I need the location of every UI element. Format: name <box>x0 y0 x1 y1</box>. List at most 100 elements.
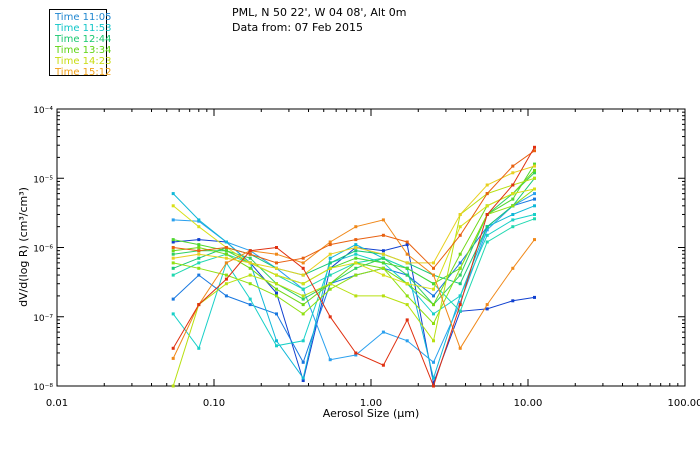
data-point <box>171 261 175 265</box>
data-point <box>432 339 435 343</box>
data-point <box>275 312 278 316</box>
y-tick-label: 10⁻⁶ <box>33 245 53 255</box>
data-point <box>301 303 305 307</box>
data-point <box>405 282 409 286</box>
data-point <box>197 238 201 242</box>
legend: Time 11:05 Time 11:53 Time 12:44 Time 13… <box>49 9 111 78</box>
data-point <box>511 192 515 196</box>
data-point <box>328 315 332 319</box>
series-line-17 <box>172 147 535 388</box>
data-point <box>533 171 536 175</box>
data-point <box>511 299 515 303</box>
data-point <box>171 246 175 249</box>
data-point <box>511 164 515 168</box>
date-header: Data from: 07 Feb 2015 <box>232 21 364 34</box>
data-point <box>511 218 515 222</box>
data-point <box>197 225 201 229</box>
data-point <box>405 294 409 298</box>
data-point <box>301 256 305 260</box>
data-point <box>275 273 278 277</box>
data-point <box>381 233 385 237</box>
data-point <box>328 256 332 260</box>
data-point <box>458 233 462 237</box>
data-point <box>458 309 462 313</box>
x-tick-label: 0.10 <box>203 398 225 409</box>
data-point <box>248 303 252 307</box>
x-axis-label: Aerosol Size (μm) <box>323 407 420 420</box>
data-point <box>248 261 252 265</box>
data-point <box>224 261 228 265</box>
data-point <box>533 162 536 166</box>
series-layer <box>171 145 536 388</box>
data-point <box>405 318 409 322</box>
data-point <box>354 246 358 249</box>
y-axis-label: dV/d(log R) (cm³/cm³) <box>17 187 30 307</box>
data-point <box>171 204 175 208</box>
data-point <box>381 330 385 334</box>
data-point <box>533 192 536 196</box>
data-point <box>354 261 358 265</box>
data-point <box>275 339 278 343</box>
data-point <box>171 249 175 253</box>
data-point <box>197 252 201 256</box>
y-tick-label: 10⁻⁴ <box>33 106 53 116</box>
data-point <box>381 363 385 367</box>
data-point <box>511 183 515 187</box>
data-point <box>301 282 305 286</box>
data-point <box>197 346 201 350</box>
x-tick-label: 100.00 <box>668 398 700 409</box>
data-point <box>301 379 305 382</box>
data-point <box>458 273 462 277</box>
data-point <box>533 149 536 153</box>
data-point <box>354 294 358 298</box>
data-point <box>354 238 358 242</box>
data-point <box>354 351 358 355</box>
data-point <box>301 266 305 270</box>
data-point <box>248 282 252 286</box>
data-point <box>354 353 358 357</box>
data-point <box>432 381 435 385</box>
data-point <box>485 213 489 216</box>
data-point <box>432 376 435 380</box>
x-tick-label: 10.00 <box>514 398 543 409</box>
data-point <box>248 256 252 260</box>
data-point <box>171 218 175 222</box>
data-point <box>381 273 385 277</box>
data-point <box>485 307 489 311</box>
data-point <box>405 243 409 247</box>
data-point <box>533 176 536 180</box>
data-point <box>328 252 332 256</box>
data-point <box>328 240 332 244</box>
data-point <box>248 297 252 301</box>
x-tick-label: 0.01 <box>46 398 68 409</box>
data-point <box>381 294 385 298</box>
data-point <box>405 252 409 256</box>
data-point <box>197 273 201 277</box>
data-point <box>224 282 228 286</box>
data-point <box>432 312 435 316</box>
data-point <box>301 297 305 301</box>
data-point <box>405 273 409 277</box>
data-point <box>197 243 201 247</box>
data-point <box>458 213 462 216</box>
data-point <box>458 303 462 307</box>
location-header: PML, N 50 22', W 04 08', Alt 0m <box>232 6 407 19</box>
legend-item-1244: Time 12:44 <box>55 34 112 45</box>
data-point <box>328 243 332 247</box>
data-point <box>458 294 462 298</box>
series-line-1 <box>173 239 535 385</box>
data-point <box>248 273 252 277</box>
data-point <box>301 360 305 364</box>
series-line-9 <box>173 163 535 285</box>
data-point <box>485 204 489 208</box>
data-point <box>224 252 228 256</box>
legend-item-1423: Time 14:23 <box>55 56 112 67</box>
data-point <box>328 266 332 270</box>
data-point <box>405 240 409 244</box>
data-point <box>533 168 536 172</box>
data-point <box>405 261 409 265</box>
data-point <box>458 346 462 350</box>
legend-item-1512: Time 15:12 <box>55 67 112 78</box>
data-point <box>432 360 435 364</box>
data-point <box>197 261 201 265</box>
